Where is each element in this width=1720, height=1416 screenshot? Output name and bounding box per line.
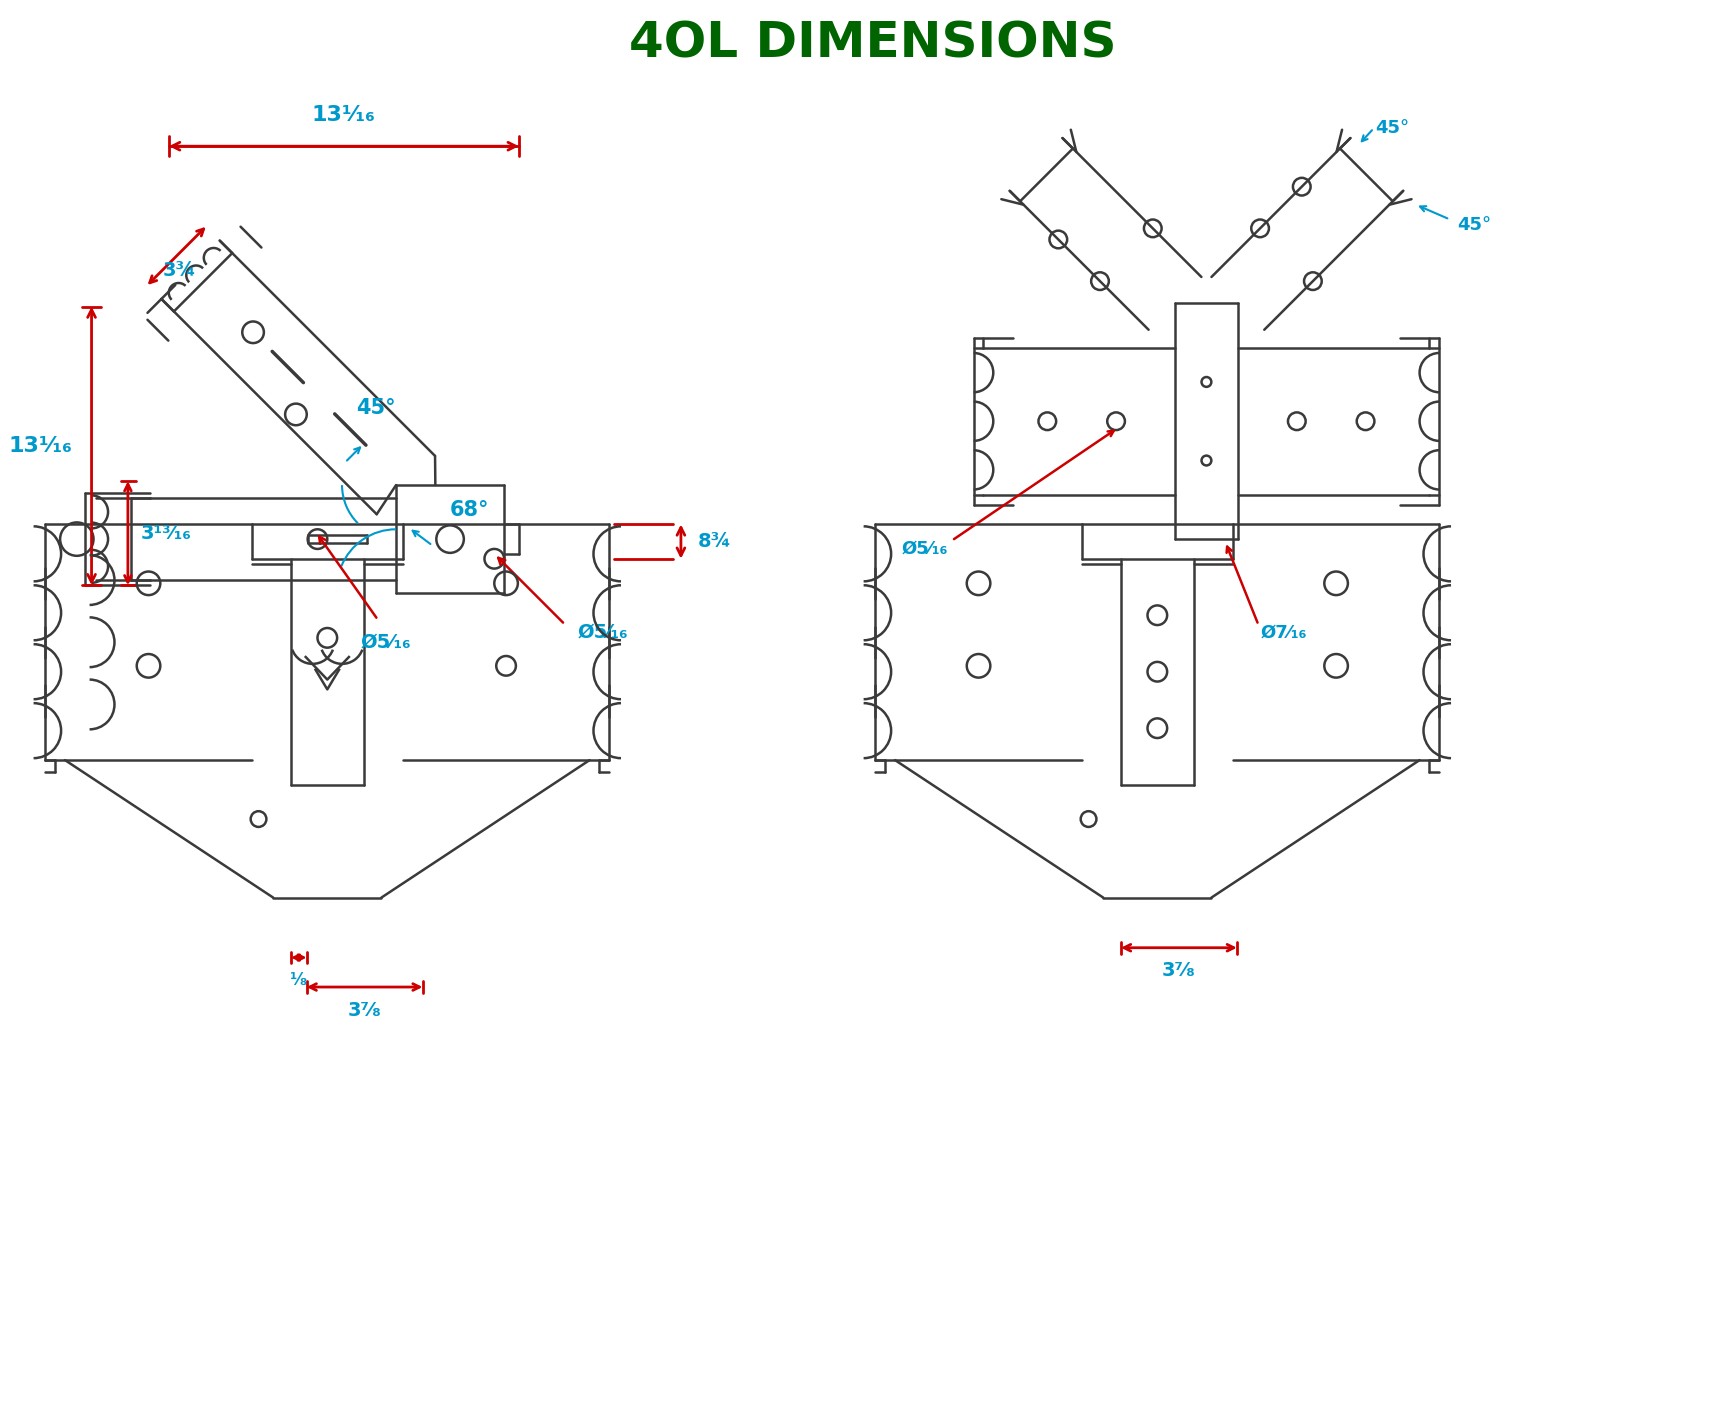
Text: 13¹⁄₁₆: 13¹⁄₁₆ xyxy=(9,436,72,456)
Text: 68°: 68° xyxy=(451,500,490,520)
Text: 13¹⁄₁₆: 13¹⁄₁₆ xyxy=(311,105,377,125)
Text: 3¾: 3¾ xyxy=(162,261,196,280)
Text: 4OL DIMENSIONS: 4OL DIMENSIONS xyxy=(630,18,1116,67)
Text: Ø7⁄₁₆: Ø7⁄₁₆ xyxy=(1261,623,1307,641)
Text: ¹⁄₈: ¹⁄₈ xyxy=(291,971,308,990)
Text: 45°: 45° xyxy=(1457,217,1491,234)
Text: Ø5⁄₁₆: Ø5⁄₁₆ xyxy=(578,623,628,641)
Text: 45°: 45° xyxy=(1374,119,1409,137)
Text: 3⁷⁄₈: 3⁷⁄₈ xyxy=(1163,961,1195,980)
Text: 3⁷⁄₈: 3⁷⁄₈ xyxy=(347,1001,382,1020)
Text: 8¾: 8¾ xyxy=(698,532,731,551)
Text: Ø5⁄₁₆: Ø5⁄₁₆ xyxy=(901,539,948,558)
Text: 45°: 45° xyxy=(356,398,396,419)
Text: 3¹³⁄₁₆: 3¹³⁄₁₆ xyxy=(141,524,191,542)
Text: Ø5⁄₁₆: Ø5⁄₁₆ xyxy=(361,633,411,651)
